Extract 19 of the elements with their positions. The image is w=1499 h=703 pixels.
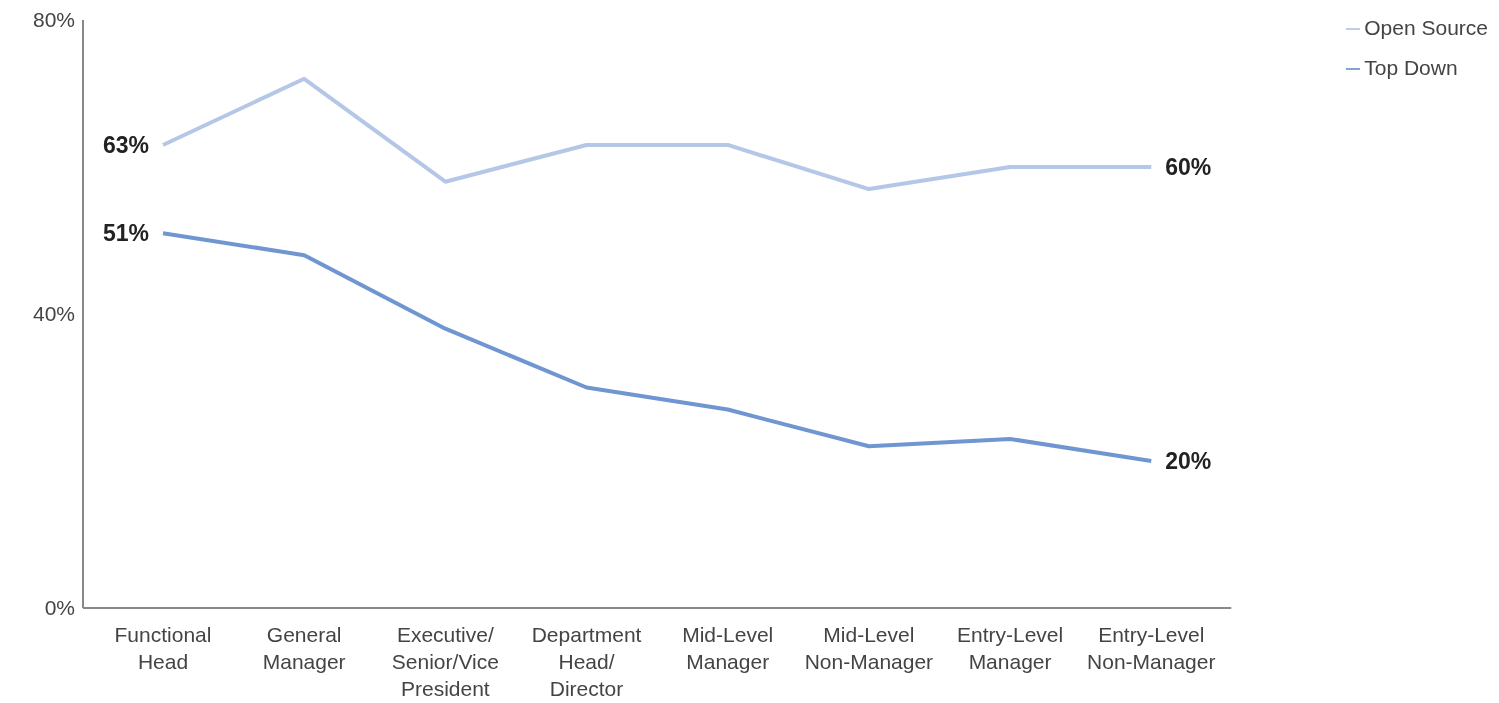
data-label: 51% [102,220,149,247]
x-tick-label: Executive/Senior/Vice President [391,623,499,700]
legend-label: Top Down [1364,56,1458,79]
x-tick-label: Functional Head [114,623,212,673]
line-series [161,76,1154,192]
data-label: 63% [102,131,149,158]
x-tick-label: General Manager [262,623,346,673]
y-tick-label: 80% [32,8,75,32]
data-label: 60% [1165,154,1212,180]
x-tick-label: Mid-Level Manager [682,623,774,673]
x-tick-label: Mid-Level Non-Manager [804,623,934,673]
legend-label: Open Source [1364,16,1488,39]
data-label: 20% [1165,448,1212,474]
y-tick-label: 0% [44,596,75,620]
line-series [161,231,1154,463]
y-tick-label: 40% [32,302,75,326]
x-tick-label: Entry-Level Manager [956,623,1064,673]
x-tick-label: Department Head/Director [531,623,642,700]
x-tick-label: Entry-Level Non-Manager [1087,623,1216,673]
